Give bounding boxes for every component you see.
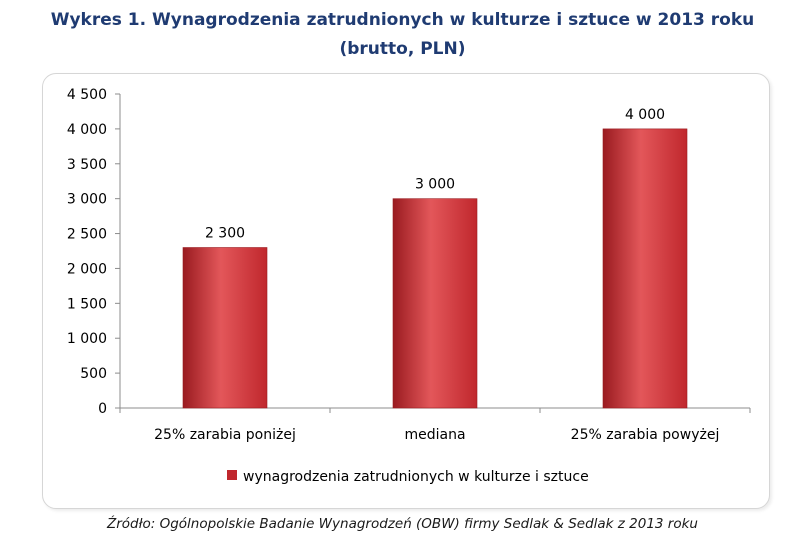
chart-bars (182, 128, 688, 409)
chart-title: Wykres 1. Wynagrodzenia zatrudnionych w … (0, 6, 805, 64)
y-tick-label: 4 000 (67, 122, 107, 138)
y-tick-label: 1 500 (67, 296, 107, 312)
y-tick-label: 2 000 (67, 261, 107, 277)
data-label: 4 000 (625, 107, 665, 123)
chart-axes: 0 500 1 000 1 500 2 000 2 500 3 000 3 500 4 000 4… (67, 87, 751, 417)
chart-labels: 2 300 25% zarabia poniżej 3 000 mediana 4 00… (154, 107, 719, 443)
bar (182, 247, 268, 409)
y-tick-label: 4 500 (67, 87, 107, 103)
y-tick-label: 2 500 (67, 227, 107, 243)
data-label: 2 300 (205, 226, 245, 242)
legend-entry: wynagrodzenia zatrudnionych w kulturze i… (243, 469, 589, 485)
bar (392, 198, 478, 409)
y-tick-label: 3 000 (67, 192, 107, 208)
category-label: 25% zarabia poniżej (154, 427, 296, 443)
category-label: mediana (404, 427, 465, 443)
y-tick-label: 500 (80, 366, 107, 382)
source-note: Źródło: Ogólnopolskie Badanie Wynagrodze… (107, 516, 698, 532)
y-tick-label: 3 500 (67, 157, 107, 173)
data-label: 3 000 (415, 177, 455, 193)
category-label: 25% zarabia powyżej (571, 427, 720, 443)
chart-title-line-2: (brutto, PLN) (339, 39, 466, 59)
y-tick-label: 0 (98, 401, 107, 417)
bar (602, 128, 688, 409)
y-tick-label: 1 000 (67, 331, 107, 347)
chart-legend: wynagrodzenia zatrudnionych w kulturze i… (227, 469, 589, 485)
chart-title-line-1: Wykres 1. Wynagrodzenia zatrudnionych w … (50, 10, 755, 30)
legend-swatch (227, 470, 237, 480)
